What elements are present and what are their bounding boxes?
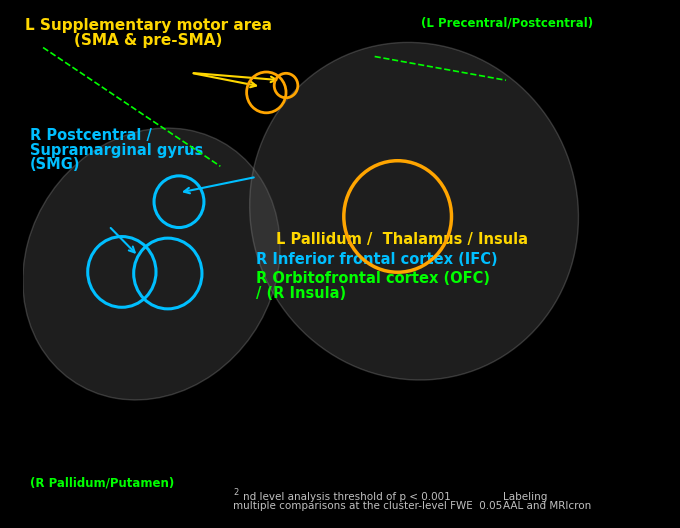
Text: L Supplementary motor area: L Supplementary motor area [24,18,271,33]
Text: Labeling: Labeling [503,492,547,502]
Text: multiple comparisons at the cluster-level FWE  0.05: multiple comparisons at the cluster-leve… [233,501,503,511]
Text: (SMA & pre-SMA): (SMA & pre-SMA) [74,33,222,48]
Text: Supramarginal gyrus: Supramarginal gyrus [30,143,203,157]
Text: (R Pallidum/Putamen): (R Pallidum/Putamen) [30,476,174,489]
Text: nd level analysis threshold of p < 0.001: nd level analysis threshold of p < 0.001 [243,492,450,502]
Text: (SMG): (SMG) [30,157,80,172]
Ellipse shape [250,42,579,380]
Text: R Orbitofrontal cortex (OFC): R Orbitofrontal cortex (OFC) [256,271,490,286]
Text: 2: 2 [233,488,239,497]
Text: R Inferior frontal cortex (IFC): R Inferior frontal cortex (IFC) [256,252,498,267]
Text: L Pallidum /  Thalamus / Insula: L Pallidum / Thalamus / Insula [276,232,528,247]
Text: AAL and MRIcron: AAL and MRIcron [503,501,591,511]
Text: / (R Insula): / (R Insula) [256,286,347,301]
Text: R Postcentral /: R Postcentral / [30,128,152,143]
Text: (L Precentral/Postcentral): (L Precentral/Postcentral) [421,17,593,30]
Ellipse shape [22,128,280,400]
